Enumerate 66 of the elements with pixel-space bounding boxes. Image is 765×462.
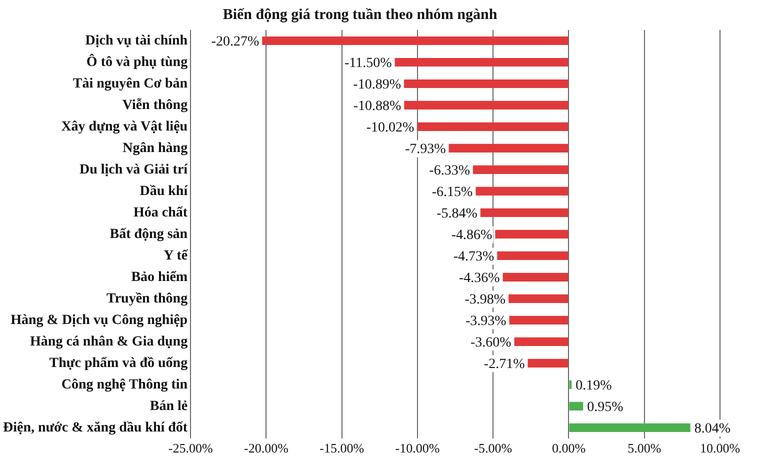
y-tick-label: Y tế bbox=[164, 248, 188, 264]
y-tick-label: Ngân hàng bbox=[122, 140, 188, 156]
bar bbox=[528, 358, 568, 368]
x-tick-label: -10.00% bbox=[395, 440, 440, 456]
bar bbox=[495, 230, 568, 238]
bar bbox=[514, 337, 568, 346]
bar bbox=[569, 402, 584, 410]
y-tick-label: Bảo hiểm bbox=[131, 270, 188, 285]
y-tick-label: Công nghệ Thông tin bbox=[61, 377, 188, 392]
y-tick-label: Dịch vụ tài chính bbox=[85, 33, 188, 48]
bar bbox=[508, 294, 568, 303]
bar bbox=[509, 316, 568, 324]
data-label: -4.36% bbox=[458, 270, 500, 286]
y-tick-label: Bất động sản bbox=[110, 226, 188, 242]
bar bbox=[417, 122, 568, 132]
bar bbox=[569, 380, 572, 389]
data-label: -4.73% bbox=[453, 249, 495, 264]
bar bbox=[497, 251, 568, 260]
bar bbox=[262, 36, 568, 46]
data-label: -5.84% bbox=[436, 206, 478, 222]
data-label: 0.19% bbox=[576, 378, 612, 394]
y-tick-label: Xây dựng và Vật liệu bbox=[61, 119, 188, 134]
data-label: -11.50% bbox=[344, 56, 392, 71]
y-tick-label: Hàng cá nhân & Gia dụng bbox=[30, 334, 188, 350]
x-tick-label: -20.00% bbox=[244, 440, 289, 456]
bar bbox=[502, 272, 568, 282]
x-tick-label: 10.00% bbox=[700, 440, 740, 456]
x-tick-label: -25.00% bbox=[168, 440, 213, 456]
data-label: -7.93% bbox=[404, 142, 446, 157]
y-tick-label: Bán lẻ bbox=[150, 398, 188, 414]
data-label: -3.60% bbox=[470, 335, 512, 350]
bar bbox=[394, 58, 568, 67]
bar bbox=[448, 144, 568, 153]
data-label: -3.98% bbox=[464, 292, 506, 308]
bar bbox=[404, 79, 568, 88]
x-tick-label: 5.00% bbox=[628, 440, 662, 456]
y-tick-label: Viễn thông bbox=[122, 98, 188, 113]
bar bbox=[476, 186, 568, 196]
y-tick-label: Truyền thông bbox=[106, 291, 188, 306]
y-tick-label: Tài nguyên Cơ bản bbox=[72, 76, 188, 92]
data-label: -20.27% bbox=[211, 34, 260, 50]
y-tick-label: Điện, nước & xăng dầu khí đốt bbox=[2, 420, 188, 436]
data-label: 8.04% bbox=[694, 421, 731, 436]
y-tick-label: Dầu khí bbox=[140, 184, 189, 199]
bar bbox=[472, 165, 568, 174]
data-label: -4.86% bbox=[451, 228, 493, 243]
x-tick-label: -15.00% bbox=[320, 440, 364, 456]
data-label: -3.93% bbox=[465, 314, 507, 329]
data-label: -10.88% bbox=[353, 98, 402, 114]
data-label: -6.15% bbox=[432, 184, 474, 200]
bar bbox=[404, 100, 568, 110]
chart-title: Biến động giá trong tuần theo nhóm ngành bbox=[222, 6, 498, 23]
y-tick-label: Du lịch và Giải trí bbox=[79, 162, 189, 178]
x-tick-label: 0.00% bbox=[552, 440, 586, 456]
data-label: -10.02% bbox=[366, 120, 415, 136]
data-label: -6.33% bbox=[429, 163, 470, 178]
y-tick-label: Hàng & Dịch vụ Công nghiệp bbox=[10, 312, 188, 328]
data-label: -10.89% bbox=[353, 77, 402, 92]
data-label: 0.95% bbox=[587, 400, 624, 415]
x-tick-label: -5.00% bbox=[474, 440, 512, 456]
y-tick-label: Ô tô và phụ tùng bbox=[86, 52, 188, 70]
bar bbox=[480, 208, 568, 218]
bar bbox=[569, 423, 690, 432]
y-tick-label: Thực phẩm và đồ uống bbox=[49, 356, 188, 371]
data-label: -2.71% bbox=[484, 356, 526, 372]
y-tick-label: Hóa chất bbox=[134, 205, 188, 220]
